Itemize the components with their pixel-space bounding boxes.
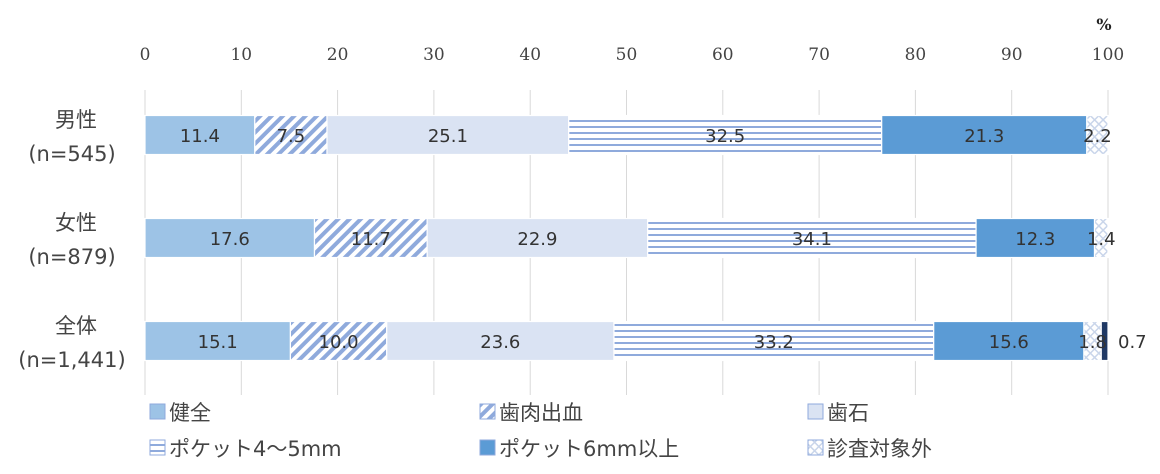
bar-segment bbox=[568, 114, 883, 156]
legend-label: 歯石 bbox=[827, 401, 869, 425]
category-n-label: (n=1,441) bbox=[18, 348, 125, 372]
bar-segment bbox=[144, 320, 292, 362]
data-label: 10.0 bbox=[319, 332, 359, 353]
legend-label: ポケット6mm以上 bbox=[499, 437, 679, 461]
legend-swatch bbox=[149, 439, 166, 456]
bars: 11.4 7.5 25.1 32.5 21.3 2.2 17.6 11.7 22.9 34.1 12… bbox=[144, 114, 1147, 362]
x-tick-label: 10 bbox=[230, 45, 252, 65]
data-label: 12.3 bbox=[1015, 229, 1055, 250]
data-label: 1.4 bbox=[1087, 229, 1116, 250]
category-n-label: (n=879) bbox=[28, 245, 115, 269]
category-labels: 男性 (n=545) 女性 (n=879) 全体 (n=1,441) bbox=[18, 108, 125, 372]
data-label: 23.6 bbox=[480, 332, 520, 353]
data-label: 32.5 bbox=[705, 126, 745, 147]
x-tick-label: 20 bbox=[327, 45, 349, 65]
x-tick-label: 0 bbox=[140, 45, 151, 65]
bar-segment bbox=[881, 114, 1088, 156]
category-n-label: (n=545) bbox=[28, 142, 115, 166]
bar-segment bbox=[313, 217, 428, 259]
category-label: 全体 bbox=[55, 314, 97, 338]
data-label: 11.4 bbox=[180, 126, 220, 147]
data-label: 21.3 bbox=[964, 126, 1004, 147]
data-label: 17.6 bbox=[210, 229, 250, 250]
bar-segment bbox=[426, 217, 649, 259]
data-label: 15.1 bbox=[198, 332, 238, 353]
bar-segment bbox=[144, 114, 256, 156]
x-tick-label: 100 bbox=[1092, 45, 1124, 65]
bar-segment bbox=[975, 217, 1096, 259]
x-axis: 0 10 20 30 40 50 60 70 80 90 100% bbox=[140, 15, 1125, 65]
data-label: 2.2 bbox=[1083, 126, 1112, 147]
legend-label: 健全 bbox=[169, 401, 211, 425]
bar-segment bbox=[1093, 217, 1109, 259]
bar-segment bbox=[144, 217, 316, 259]
bar-segment bbox=[1086, 114, 1109, 156]
x-tick-label: 60 bbox=[712, 45, 734, 65]
legend-label: 診査対象外 bbox=[827, 437, 932, 461]
unit-label: % bbox=[1096, 15, 1111, 34]
bar-segment bbox=[647, 217, 977, 259]
x-tick-label: 40 bbox=[519, 45, 541, 65]
data-label: 0.7 bbox=[1118, 332, 1147, 353]
bar-segment bbox=[933, 320, 1085, 362]
legend-swatch bbox=[149, 403, 166, 420]
legend-swatch bbox=[807, 439, 824, 456]
data-label: 7.5 bbox=[277, 126, 306, 147]
bar-segment bbox=[254, 114, 328, 156]
data-label: 1.8 bbox=[1078, 332, 1107, 353]
data-label: 22.9 bbox=[517, 229, 557, 250]
legend-label: 歯肉出血 bbox=[499, 401, 583, 425]
x-tick-label: 30 bbox=[423, 45, 445, 65]
x-tick-label: 50 bbox=[616, 45, 638, 65]
legend-swatch bbox=[807, 403, 824, 420]
legend-swatch bbox=[479, 403, 496, 420]
category-label: 女性 bbox=[55, 211, 97, 235]
x-tick-label: 80 bbox=[905, 45, 927, 65]
legend-label: ポケット4〜5mm bbox=[169, 437, 342, 461]
data-label: 33.2 bbox=[754, 332, 794, 353]
data-label: 34.1 bbox=[792, 229, 832, 250]
bar-segment bbox=[1100, 320, 1109, 362]
data-label: 15.6 bbox=[989, 332, 1029, 353]
category-label: 男性 bbox=[55, 108, 97, 132]
legend-swatch bbox=[479, 439, 496, 456]
data-label: 25.1 bbox=[428, 126, 468, 147]
data-label: 11.7 bbox=[351, 229, 391, 250]
x-tick-label: 70 bbox=[808, 45, 830, 65]
x-tick-label: 90 bbox=[1001, 45, 1023, 65]
